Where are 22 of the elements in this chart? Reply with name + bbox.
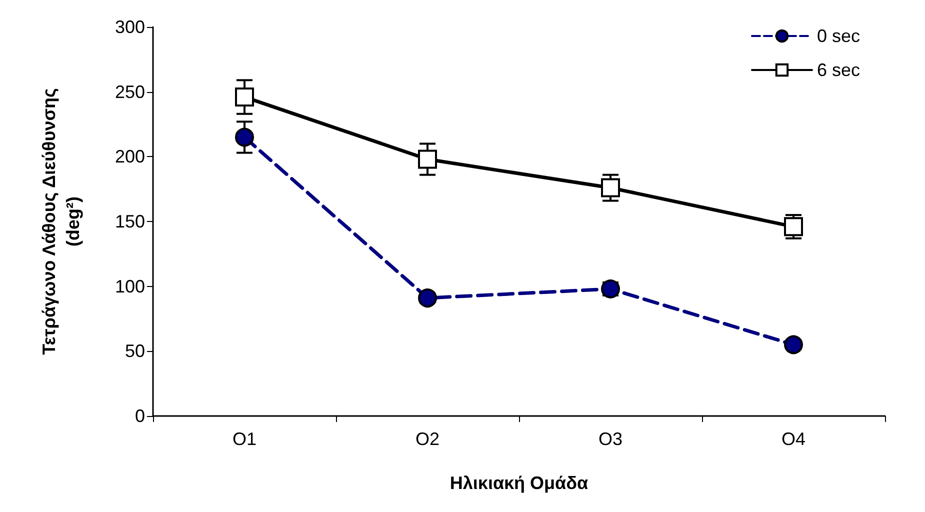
legend-label: 6 sec: [816, 60, 860, 80]
point: [418, 288, 437, 308]
point: [235, 88, 254, 107]
point: [601, 178, 620, 198]
y-tick-label: 200: [114, 146, 145, 167]
point: [784, 335, 803, 354]
y-tick-label: 50: [124, 341, 145, 362]
y-tick-label: 300: [114, 17, 145, 37]
point: [784, 217, 803, 236]
x-axis-title: Ηλικιακή Ομάδα: [450, 473, 588, 493]
y-tick-label: 0: [134, 406, 145, 426]
y-axis-title: Τετράγωνο Λάθους Διεύθυνσης (deg²): [39, 88, 83, 355]
x-tick-label: O3: [598, 429, 623, 449]
y-tick-label: 150: [114, 212, 145, 232]
point: [418, 150, 437, 169]
legend-label: 0 sec: [816, 26, 860, 46]
x-tick-label: O4: [781, 429, 806, 449]
y-tick-label: 100: [114, 276, 145, 296]
y-tick-label: 250: [114, 82, 145, 102]
x-tick-label: O1: [232, 429, 257, 449]
x-tick-label: O2: [415, 429, 440, 449]
point: [235, 128, 254, 147]
